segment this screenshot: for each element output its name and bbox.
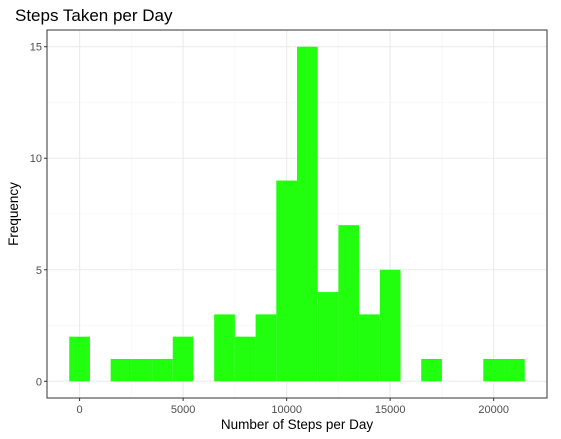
- x-tick-label: 5000: [171, 404, 195, 416]
- chart-title: Steps Taken per Day: [15, 6, 173, 25]
- x-axis-title: Number of Steps per Day: [221, 417, 374, 432]
- y-tick-label: 5: [36, 265, 42, 277]
- histogram-bar: [276, 180, 297, 382]
- histogram-bar: [131, 358, 153, 382]
- panel-border: [46, 29, 548, 399]
- y-tick-label: 10: [30, 153, 42, 165]
- histogram-bar: [172, 336, 194, 382]
- histogram-bar: [379, 269, 401, 382]
- histogram-bar: [421, 358, 442, 382]
- histogram-bar: [234, 336, 256, 382]
- histogram-bar: [214, 314, 235, 382]
- histogram-bar: [297, 46, 318, 382]
- x-tick-label: 20000: [478, 404, 509, 416]
- histogram-bar: [152, 358, 173, 382]
- x-tick-label: 15000: [375, 404, 406, 416]
- histogram-bars: [69, 46, 525, 382]
- histogram-bar: [338, 225, 360, 382]
- histogram-bar: [110, 358, 132, 382]
- x-tick-label: 0: [77, 404, 83, 416]
- y-tick-label: 15: [30, 42, 42, 54]
- y-tick-label: 0: [36, 376, 42, 388]
- y-axis-title: Frequency: [6, 182, 21, 246]
- histogram-bar: [504, 358, 525, 382]
- histogram-bar: [359, 314, 380, 382]
- histogram-bar: [483, 358, 505, 382]
- histogram-bar: [255, 314, 277, 382]
- x-tick-label: 10000: [271, 404, 302, 416]
- histogram-bar: [69, 336, 90, 382]
- histogram-bar: [317, 292, 339, 382]
- axis-ticks: 0 5000 10000 15000 20000 0 5 10 15: [30, 42, 509, 416]
